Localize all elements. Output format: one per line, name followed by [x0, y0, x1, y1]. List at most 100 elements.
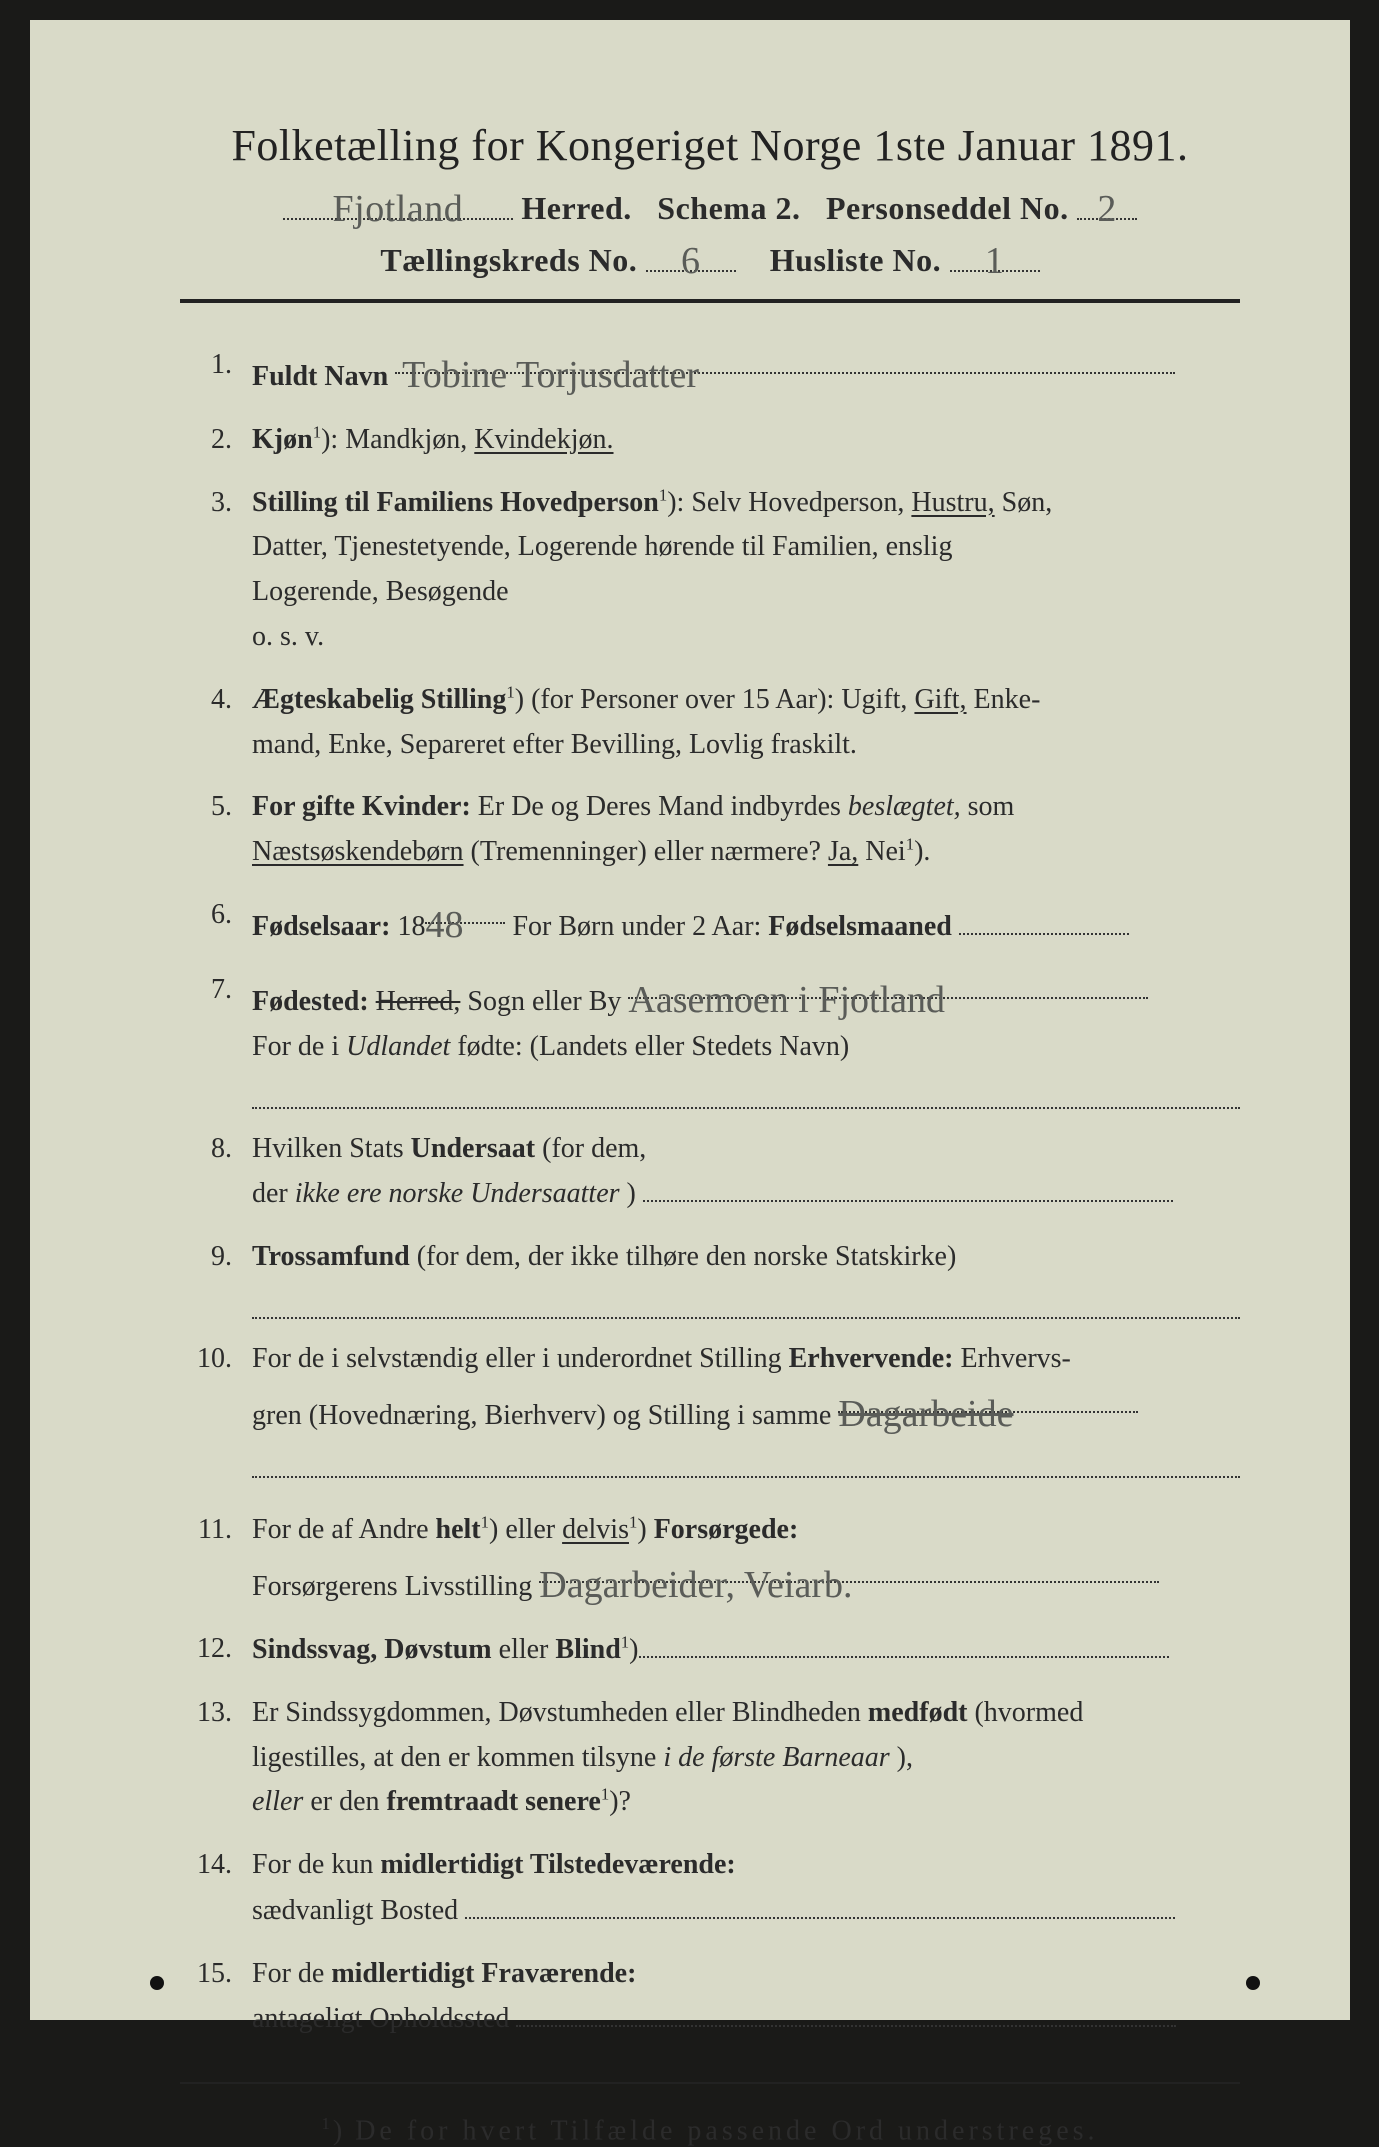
q6-year-field: 48	[425, 893, 505, 924]
q4-before: Ugift,	[841, 684, 914, 715]
q12-num: 12.	[180, 1627, 232, 1672]
q14-l1a: For de kun	[252, 1849, 380, 1880]
q7-l2b: Udlandet	[346, 1031, 450, 1062]
q1-label: Fuldt Navn	[252, 361, 388, 392]
q13-l1a: Er Sindssygdommen, Døvstumheden eller Bl…	[252, 1697, 868, 1728]
q4-paren: (for Personer over 15 Aar):	[531, 684, 841, 715]
q10-l1b: Erhvervende:	[789, 1343, 954, 1374]
q9-rest: (for dem, der ikke tilhøre den norske St…	[417, 1241, 957, 1272]
q6-year: 48	[425, 895, 463, 956]
q1-num: 1.	[180, 343, 232, 388]
q12-d: Blind	[555, 1634, 620, 1665]
q2-num: 2.	[180, 418, 232, 463]
q6-label: Fødselsaar:	[252, 911, 390, 942]
herred-label: Herred.	[521, 190, 631, 226]
q3-after: Søn,	[1002, 487, 1053, 518]
q4-selected: Gift,	[914, 684, 966, 715]
q15-num: 15.	[180, 1952, 232, 1997]
q15-l2: antageligt Opholdssted	[252, 2003, 509, 2034]
q11: 11. For de af Andre helt1) eller delvis1…	[180, 1508, 1240, 1610]
q3-before: Selv Hovedperson,	[691, 487, 911, 518]
q11-l1c: eller	[505, 1514, 562, 1545]
q5-l1b: beslægtet,	[848, 791, 961, 822]
q7-herred: Herred,	[376, 986, 461, 1017]
q13-l3a: eller	[252, 1786, 303, 1817]
q3-num: 3.	[180, 481, 232, 526]
q8-l2a: der	[252, 1178, 295, 1209]
q5-num: 5.	[180, 785, 232, 830]
q10-l2: gren (Hovednæring, Bierhverv) og Stillin…	[252, 1400, 831, 1431]
divider-bottom	[180, 2082, 1240, 2084]
q14-field	[465, 1888, 1175, 1919]
q7-num: 7.	[180, 968, 232, 1013]
q13: 13. Er Sindssygdommen, Døvstumheden elle…	[180, 1691, 1240, 1825]
q6-num: 6.	[180, 893, 232, 938]
header-line-3: Tællingskreds No. 6 Husliste No. 1	[180, 237, 1240, 279]
q11-l1d: delvis	[562, 1514, 629, 1545]
q13-l2a: ligestilles, at den er kommen tilsyne	[252, 1742, 663, 1773]
husliste-value: 1	[985, 239, 1005, 283]
q13-l1c: (hvormed	[974, 1697, 1083, 1728]
q12-c: eller	[499, 1634, 556, 1665]
q3-selected: Hustru,	[911, 487, 994, 518]
q8-l1a: Hvilken Stats	[252, 1133, 411, 1164]
q1-field: Tobine Torjusdatter	[395, 343, 1175, 374]
q4-line2: mand, Enke, Separeret efter Bevilling, L…	[252, 729, 857, 760]
q13-num: 13.	[180, 1691, 232, 1736]
q5-label: For gifte Kvinder:	[252, 791, 471, 822]
q7-l2c: fødte: (Landets eller Stedets Navn)	[457, 1031, 849, 1062]
q4: 4. Ægteskabelig Stilling1) (for Personer…	[180, 678, 1240, 768]
q3-line2: Datter, Tjenestetyende, Logerende hørend…	[252, 531, 952, 562]
q9-label: Trossamfund	[252, 1241, 410, 1272]
q15: 15. For de midlertidigt Fraværende: anta…	[180, 1952, 1240, 2042]
q11-l1b: helt	[436, 1514, 481, 1545]
q7-dotline	[252, 1069, 1240, 1108]
q14-num: 14.	[180, 1843, 232, 1888]
q8-l2b: ikke ere norske Undersaatter	[295, 1178, 620, 1209]
q11-l1f: Forsørgede:	[654, 1514, 799, 1545]
q4-label: Ægteskabelig Stilling	[252, 684, 506, 715]
q3: 3. Stilling til Familiens Hovedperson1):…	[180, 481, 1240, 660]
q10-l1c: Erhvervs-	[960, 1343, 1070, 1374]
q10-l1a: For de i selvstændig eller i underordnet…	[252, 1343, 789, 1374]
q7-l2a: For de i	[252, 1031, 346, 1062]
q11-value: Dagarbeider, Veiarb.	[539, 1555, 852, 1616]
q4-num: 4.	[180, 678, 232, 723]
q5-l2b: (Tremenninger) eller nærmere?	[471, 836, 828, 867]
q3-label: Stilling til Familiens Hovedperson	[252, 487, 659, 518]
q7-field: Aasemoen i Fjotland	[628, 968, 1148, 999]
q11-field: Dagarbeider, Veiarb.	[539, 1553, 1159, 1584]
q7: 7. Fødested: Herred, Sogn eller By Aasem…	[180, 968, 1240, 1109]
herred-field: Fjotland	[283, 185, 513, 220]
q8: 8. Hvilken Stats Undersaat (for dem, der…	[180, 1127, 1240, 1217]
q14-l1b: midlertidigt Tilstedeværende:	[380, 1849, 735, 1880]
q8-num: 8.	[180, 1127, 232, 1172]
q6-mid: For Børn under 2 Aar:	[512, 911, 768, 942]
kreds-value: 6	[681, 239, 701, 283]
q13-l3b: er den	[310, 1786, 386, 1817]
q5-l1a: Er De og Deres Mand indbyrdes	[478, 791, 848, 822]
q8-l2c: )	[627, 1178, 636, 1209]
schema-label: Schema 2.	[657, 190, 800, 226]
q2-opt-male: Mandkjøn,	[345, 424, 474, 455]
q12-a: Sindssvag,	[252, 1634, 377, 1665]
person-no-field: 2	[1077, 185, 1137, 220]
q5-nei: Nei	[865, 836, 905, 867]
header-line-2: Fjotland Herred. Schema 2. Personseddel …	[180, 185, 1240, 227]
q5-ja: Ja,	[828, 836, 858, 867]
q12-field	[639, 1627, 1169, 1658]
q5-l2a: Næstsøskendebørn	[252, 836, 464, 867]
q8-field	[643, 1171, 1173, 1202]
divider-top	[180, 299, 1240, 303]
form-title: Folketælling for Kongeriget Norge 1ste J…	[180, 120, 1240, 171]
census-form-page: Folketælling for Kongeriget Norge 1ste J…	[30, 20, 1350, 2020]
q4-after: Enke-	[974, 684, 1041, 715]
q3-line3: Logerende, Besøgende	[252, 576, 509, 607]
q14-l2: sædvanligt Bosted	[252, 1895, 458, 1926]
q2: 2. Kjøn1): Mandkjøn, Kvindekjøn.	[180, 418, 1240, 463]
q9-num: 9.	[180, 1235, 232, 1280]
husliste-field: 1	[950, 237, 1040, 272]
q7-label: Fødested:	[252, 986, 369, 1017]
ink-spot-right	[1246, 1976, 1260, 1990]
q12: 12. Sindssvag, Døvstum eller Blind1)	[180, 1627, 1240, 1673]
